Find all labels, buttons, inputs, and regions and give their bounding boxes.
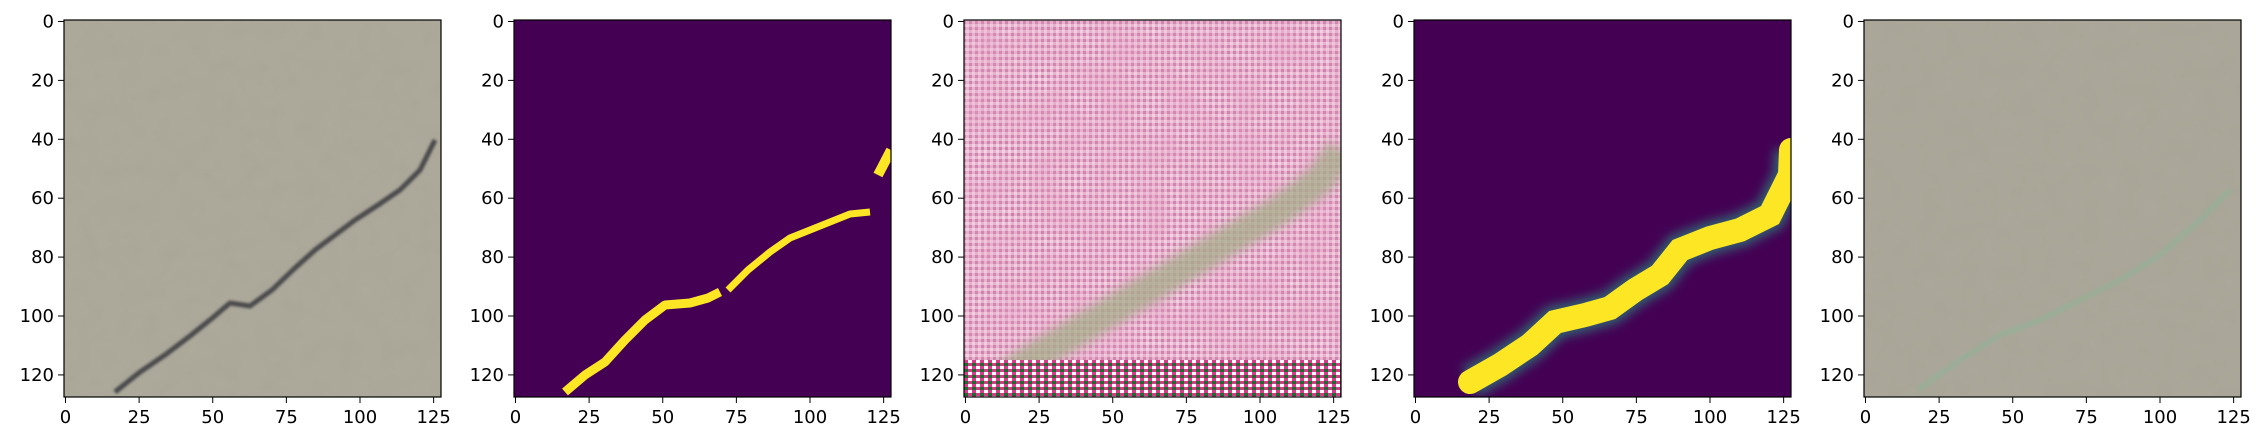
y-tick-label: 120 bbox=[1820, 365, 1854, 386]
x-tick-label: 75 bbox=[275, 407, 298, 428]
axes-frame-1 bbox=[63, 19, 442, 398]
x-tick-label: 25 bbox=[128, 407, 151, 428]
x-tick-label: 50 bbox=[1101, 407, 1124, 428]
x-tick-label: 125 bbox=[416, 407, 450, 428]
y-tick-label: 20 bbox=[1831, 70, 1854, 91]
x-tick-label: 100 bbox=[1243, 407, 1277, 428]
x-tick-label: 50 bbox=[2001, 407, 2024, 428]
y-tick-label: 60 bbox=[931, 188, 954, 209]
x-tick-label: 100 bbox=[2143, 407, 2177, 428]
y-tick-label: 80 bbox=[1381, 247, 1404, 268]
panel-generated-image bbox=[964, 20, 1341, 397]
y-tick-label: 60 bbox=[1381, 188, 1404, 209]
y-tick-label: 40 bbox=[31, 129, 54, 150]
x-tick-label: 125 bbox=[1316, 407, 1350, 428]
y-tick-label: 100 bbox=[1370, 306, 1404, 327]
panel-predicted-mask bbox=[1414, 20, 1791, 397]
y-tick-label: 80 bbox=[481, 247, 504, 268]
panel-reconstructed-image bbox=[1864, 20, 2241, 397]
x-tick-label: 25 bbox=[1028, 407, 1051, 428]
x-tick-label: 75 bbox=[725, 407, 748, 428]
y-tick-label: 100 bbox=[1820, 306, 1854, 327]
y-tick-label: 20 bbox=[931, 70, 954, 91]
y-tick-label: 60 bbox=[481, 188, 504, 209]
y-tick-label: 20 bbox=[31, 70, 54, 91]
y-tick-label: 80 bbox=[31, 247, 54, 268]
y-tick-label: 0 bbox=[943, 11, 954, 32]
x-tick-label: 75 bbox=[1625, 407, 1648, 428]
crack-line bbox=[113, 138, 438, 394]
x-tick-label: 125 bbox=[2216, 407, 2250, 428]
y-tick-label: 0 bbox=[1393, 11, 1404, 32]
mask-crack-upper bbox=[725, 208, 871, 293]
x-tick-label: 100 bbox=[793, 407, 827, 428]
y-tick-label: 60 bbox=[1831, 188, 1854, 209]
generated-crack-band bbox=[976, 141, 1341, 397]
x-tick-label: 0 bbox=[510, 407, 521, 428]
x-tick-label: 100 bbox=[343, 407, 377, 428]
x-tick-label: 100 bbox=[1693, 407, 1727, 428]
y-tick-label: 0 bbox=[43, 11, 54, 32]
generated-artifact-band bbox=[964, 360, 1341, 397]
x-tick-label: 0 bbox=[1410, 407, 1421, 428]
axes-frame-5 bbox=[1863, 19, 2242, 398]
x-tick-label: 50 bbox=[1551, 407, 1574, 428]
axes-frame-2 bbox=[513, 19, 892, 398]
x-tick-label: 25 bbox=[1478, 407, 1501, 428]
x-tick-label: 50 bbox=[651, 407, 674, 428]
x-tick-label: 25 bbox=[578, 407, 601, 428]
panel-original-image bbox=[64, 20, 441, 397]
reconstructed-crack bbox=[1916, 187, 2233, 393]
axes-frame-3 bbox=[963, 19, 1342, 398]
x-tick-label: 75 bbox=[1175, 407, 1198, 428]
x-tick-label: 0 bbox=[1860, 407, 1871, 428]
panel-ground-truth-mask bbox=[514, 20, 891, 397]
y-tick-label: 100 bbox=[470, 306, 504, 327]
y-tick-label: 40 bbox=[481, 129, 504, 150]
y-tick-label: 0 bbox=[1843, 11, 1854, 32]
axes-frame-4 bbox=[1413, 19, 1792, 398]
y-tick-label: 0 bbox=[493, 11, 504, 32]
y-tick-label: 40 bbox=[1831, 129, 1854, 150]
y-tick-label: 100 bbox=[20, 306, 54, 327]
y-tick-label: 20 bbox=[481, 70, 504, 91]
y-tick-label: 80 bbox=[931, 247, 954, 268]
x-tick-label: 125 bbox=[866, 407, 900, 428]
y-tick-label: 100 bbox=[920, 306, 954, 327]
y-tick-label: 40 bbox=[1381, 129, 1404, 150]
y-tick-label: 120 bbox=[470, 365, 504, 386]
x-tick-label: 0 bbox=[960, 407, 971, 428]
x-tick-label: 125 bbox=[1766, 407, 1800, 428]
x-tick-label: 0 bbox=[60, 407, 71, 428]
x-tick-label: 25 bbox=[1928, 407, 1951, 428]
y-tick-label: 20 bbox=[1381, 70, 1404, 91]
y-tick-label: 80 bbox=[1831, 247, 1854, 268]
y-tick-label: 120 bbox=[920, 365, 954, 386]
y-tick-label: 120 bbox=[1370, 365, 1404, 386]
mask-crack-tip bbox=[873, 147, 891, 178]
x-tick-label: 50 bbox=[201, 407, 224, 428]
axes-layer: 0 20 40 60 80 100 120 0 25 50 75 100 125 0 20 40 60 80 100… bbox=[20, 11, 2251, 428]
x-tick-label: 75 bbox=[2075, 407, 2098, 428]
y-tick-label: 40 bbox=[931, 129, 954, 150]
y-tick-label: 60 bbox=[31, 188, 54, 209]
mask-crack bbox=[562, 287, 723, 396]
y-tick-label: 120 bbox=[20, 365, 54, 386]
predicted-crack bbox=[1458, 138, 1791, 394]
